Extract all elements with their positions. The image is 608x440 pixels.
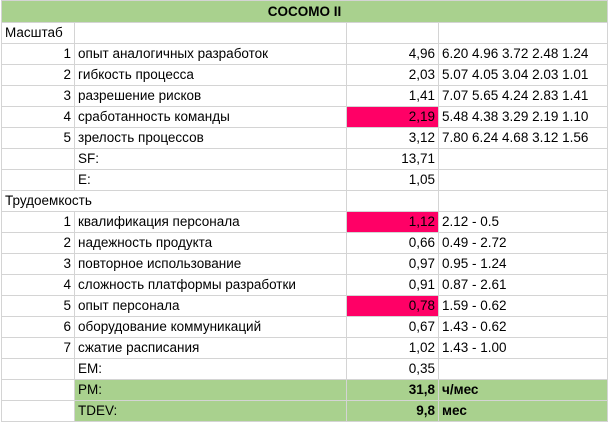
factor-value-cell[interactable]: 2,03 [346,64,439,86]
factor-range-cell[interactable]: 5.07 4.05 3.04 2.03 1.01 [438,64,608,86]
factor-name-cell[interactable]: сложность платформы разработки [74,274,347,296]
cell[interactable] [438,169,608,191]
factor-name-cell[interactable]: гибкость процесса [74,64,347,86]
row-number-cell[interactable]: 1 [1,43,75,65]
row-number-cell[interactable]: 3 [1,85,75,107]
row-number-cell[interactable]: 6 [1,316,75,338]
factor-value-cell[interactable]: 0,66 [346,232,439,254]
cell[interactable] [1,379,75,401]
cell[interactable] [438,148,608,170]
factor-value-cell[interactable]: 3,12 [346,127,439,149]
factor-name-cell[interactable]: разрешение рисков [74,85,347,107]
pm-label-cell[interactable]: PM: [74,379,347,401]
row-number-cell[interactable]: 2 [1,232,75,254]
cell[interactable] [346,22,439,44]
e-row: E: 1,05 [1,169,608,191]
table-row: 1 квалификация персонала 1,12 2.12 - 0.5 [1,211,608,233]
row-number-cell[interactable]: 2 [1,64,75,86]
pm-row: PM: 31,8 ч/мес [1,379,608,401]
tdev-value-cell[interactable]: 9,8 [346,400,439,422]
factor-range-cell[interactable]: 5.48 4.38 3.29 2.19 1.10 [438,106,608,128]
cell[interactable] [74,22,347,44]
factor-range-cell[interactable]: 1.43 - 0.62 [438,316,608,338]
table-row: 6 оборудование коммуникаций 0,67 1.43 - … [1,316,608,338]
table-row: 3 разрешение рисков 1,41 7.07 5.65 4.24 … [1,85,608,107]
factor-range-cell[interactable]: 2.12 - 0.5 [438,211,608,233]
table-row: 7 сжатие расписания 1,02 1.43 - 1.00 [1,337,608,359]
table-row: 3 повторное использование 0,97 0.95 - 1.… [1,253,608,275]
factor-range-cell[interactable]: 7.80 6.24 4.68 3.12 1.56 [438,127,608,149]
factor-value-cell[interactable]: 1,02 [346,337,439,359]
cell[interactable] [438,358,608,380]
factor-name-cell[interactable]: повторное использование [74,253,347,275]
em-label-cell[interactable]: EM: [74,358,347,380]
table-row: 2 гибкость процесса 2,03 5.07 4.05 3.04 … [1,64,608,86]
factor-name-cell[interactable]: зрелость процессов [74,127,347,149]
cell[interactable] [1,358,75,380]
cell[interactable] [438,22,608,44]
highlighted-value-cell[interactable]: 1,12 [346,211,439,233]
factor-value-cell[interactable]: 0,97 [346,253,439,275]
table-row: 2 надежность продукта 0,66 0.49 - 2.72 [1,232,608,254]
tdev-unit-cell[interactable]: мес [438,400,608,422]
cell[interactable] [346,190,439,212]
factor-range-cell[interactable]: 0.87 - 2.61 [438,274,608,296]
cell[interactable] [1,148,75,170]
row-number-cell[interactable]: 5 [1,295,75,317]
pm-value-cell[interactable]: 31,8 [346,379,439,401]
cell[interactable] [1,169,75,191]
highlighted-value-cell[interactable]: 0,78 [346,295,439,317]
e-label-cell[interactable]: E: [74,169,347,191]
em-row: EM: 0,35 [1,358,608,380]
factor-value-cell[interactable]: 0,67 [346,316,439,338]
table-row: 5 опыт персонала 0,78 1.59 - 0.62 [1,295,608,317]
factor-range-cell[interactable]: 6.20 4.96 3.72 2.48 1.24 [438,43,608,65]
tdev-label-cell[interactable]: TDEV: [74,400,347,422]
factor-value-cell[interactable]: 0,91 [346,274,439,296]
pm-unit-cell[interactable]: ч/мес [438,379,608,401]
factor-name-cell[interactable]: квалификация персонала [74,211,347,233]
cell[interactable] [1,400,75,422]
factor-range-cell[interactable]: 0.49 - 2.72 [438,232,608,254]
factor-name-cell[interactable]: опыт персонала [74,295,347,317]
factor-range-cell[interactable]: 0.95 - 1.24 [438,253,608,275]
factor-range-cell[interactable]: 7.07 5.65 4.24 2.83 1.41 [438,85,608,107]
sheet-title-cell[interactable]: COCOMO II [1,0,608,23]
e-value-cell[interactable]: 1,05 [346,169,439,191]
tdev-row: TDEV: 9,8 мес [1,400,608,422]
factor-range-cell[interactable]: 1.43 - 1.00 [438,337,608,359]
em-value-cell[interactable]: 0,35 [346,358,439,380]
table-row: 5 зрелость процессов 3,12 7.80 6.24 4.68… [1,127,608,149]
sf-label-cell[interactable]: SF: [74,148,347,170]
row-number-cell[interactable]: 4 [1,274,75,296]
row-number-cell[interactable]: 4 [1,106,75,128]
table-row: 4 сложность платформы разработки 0,91 0.… [1,274,608,296]
highlighted-value-cell[interactable]: 2,19 [346,106,439,128]
factor-value-cell[interactable]: 4,96 [346,43,439,65]
section-label-scale[interactable]: Масштаб [1,22,75,44]
row-number-cell[interactable]: 3 [1,253,75,275]
sf-row: SF: 13,71 [1,148,608,170]
cocomo-sheet: COCOMO II Масштаб 1 опыт аналогичных раз… [1,0,608,422]
section-label-effort[interactable]: Трудоемкость [1,190,347,212]
factor-name-cell[interactable]: сработанность команды [74,106,347,128]
section-row-scale: Масштаб [1,22,608,44]
factor-name-cell[interactable]: надежность продукта [74,232,347,254]
cell[interactable] [438,190,608,212]
sf-value-cell[interactable]: 13,71 [346,148,439,170]
section-row-effort: Трудоемкость [1,190,608,212]
table-row: 4 сработанность команды 2,19 5.48 4.38 3… [1,106,608,128]
table-row: 1 опыт аналогичных разработок 4,96 6.20 … [1,43,608,65]
row-number-cell[interactable]: 7 [1,337,75,359]
factor-name-cell[interactable]: сжатие расписания [74,337,347,359]
factor-name-cell[interactable]: опыт аналогичных разработок [74,43,347,65]
title-row: COCOMO II [1,0,608,23]
factor-range-cell[interactable]: 1.59 - 0.62 [438,295,608,317]
factor-name-cell[interactable]: оборудование коммуникаций [74,316,347,338]
row-number-cell[interactable]: 1 [1,211,75,233]
row-number-cell[interactable]: 5 [1,127,75,149]
factor-value-cell[interactable]: 1,41 [346,85,439,107]
